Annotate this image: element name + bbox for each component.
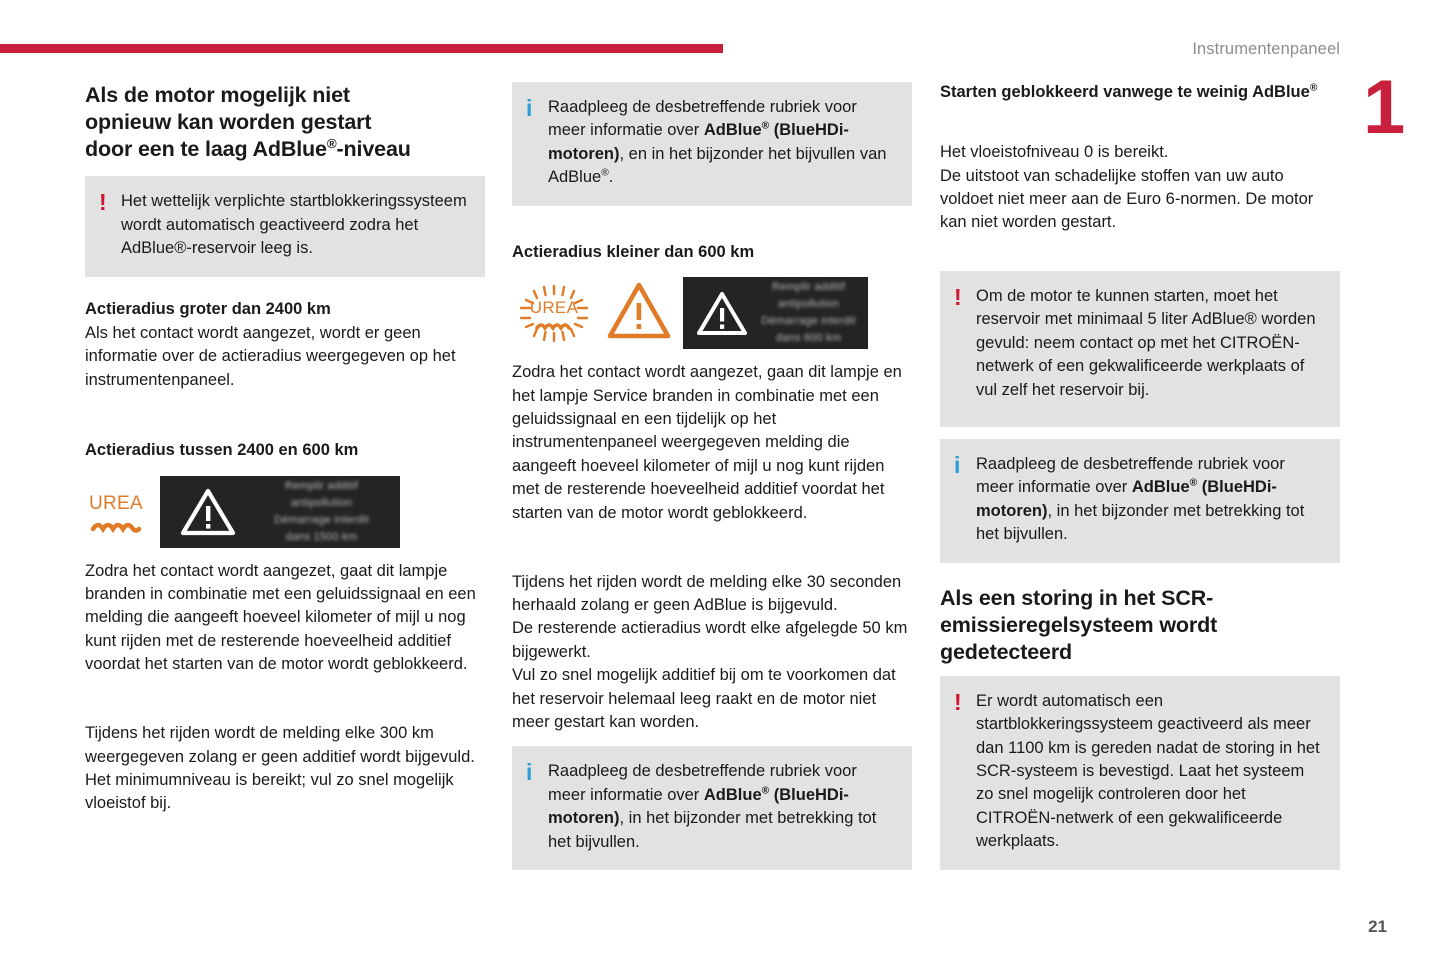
scr-title-line-1: Als een storing in het SCR- [940, 585, 1214, 610]
body-ignition-under-600: Zodra het contact wordt aangezet, gaan d… [512, 363, 902, 522]
figure-range-between: UREA Remplir additif antipollution Déma [85, 475, 485, 548]
info-right-bold-engines: (BlueHDi-motoren) [976, 478, 1277, 520]
display-message-text: Remplir additif antipollution Démarrage … [255, 478, 400, 546]
urea-wave-icon [90, 522, 142, 533]
page-number: 21 [1368, 917, 1387, 936]
body-driving-between-text: Tijdens het rijden wordt de melding elke… [85, 724, 475, 813]
info-icon: i [526, 95, 533, 121]
info-bottom-bold-engines: (BlueHDi-motoren) [548, 785, 849, 828]
page-title: Als de motor mogelijk niet opnieuw kan w… [85, 82, 485, 163]
body-driving-under-600-text: Tijdens het rijden wordt de melding elke… [512, 572, 908, 732]
info-right-part-2: , in het bijzonder met betrekking tot he… [976, 501, 1305, 544]
display-message-line-3: Démarrage interdit [761, 315, 856, 328]
urea-lamp-flashing-label: UREA [529, 298, 579, 318]
warning-callout-refill-text: Om de motor te kunnen starten, moet het … [976, 286, 1316, 399]
registered-mark-icon: ® [326, 136, 337, 151]
info-bottom-bold-adblue: AdBlue [703, 785, 762, 804]
scr-title-line-2: emissieregelsysteem wordt [940, 612, 1218, 637]
display-message-text: Remplir additif antipollution Démarrage … [761, 279, 868, 347]
display-message-line-4: dans 600 km [775, 332, 842, 345]
scr-title-line-3: gedetecteerd [940, 639, 1073, 664]
figure-range-under-600: UREA [512, 277, 912, 350]
display-message-line-1: Remplir additif [771, 281, 846, 294]
info-top-bold-engines: (BlueHDi-motoren) [548, 121, 849, 163]
registered-mark-icon: ® [761, 785, 770, 797]
info-bottom-part-2: , in het bijzonder met betrekking tot he… [548, 809, 877, 851]
display-message-line-1: Remplir additif [284, 479, 359, 492]
warning-callout-scr-fault: ! Er wordt automatisch een startblokkeri… [940, 675, 1340, 870]
info-top-part-1: Raadpleeg de desbetreffende rubriek voor… [548, 98, 857, 140]
info-top-part-2: , en in het bijzonder het bijvullen van … [548, 144, 887, 187]
body-level-zero: Het vloeistofniveau 0 is bereikt. De uit… [940, 118, 1340, 235]
info-top-part-3: . [608, 168, 614, 187]
warning-callout-scr-text: Er wordt automatisch een startblokkering… [976, 691, 1320, 851]
instrument-display-600km: Remplir additif antipollution Démarrage … [683, 277, 868, 350]
page-title-line-3-suffix: -niveau [336, 137, 411, 162]
display-message-line-2: antipollution [777, 298, 840, 311]
section-title-scr-fault: Als een storing in het SCR- emissieregel… [940, 585, 1340, 666]
warning-callout-refill-5l: ! Om de motor te kunnen starten, moet he… [940, 270, 1340, 427]
header-red-rule [0, 44, 723, 53]
body-ignition-between: Zodra het contact wordt aangezet, gaat d… [85, 561, 476, 674]
registered-mark-icon: ® [761, 120, 770, 132]
heading-range-between: Actieradius tussen 2400 en 600 km [85, 441, 359, 460]
display-message-line-3: Démarrage interdit [274, 513, 369, 526]
info-right-bold-adblue: AdBlue [1131, 478, 1190, 497]
column-middle: i Raadpleeg de desbetreffende rubriek vo… [512, 82, 912, 871]
body-driving-between: Tijdens het rijden wordt de melding elke… [85, 699, 485, 816]
registered-mark-icon: ® [1309, 82, 1318, 94]
heading-range-over-2400: Actieradius groter dan 2400 km [85, 299, 331, 318]
page-title-line-3: door een te laag AdBlue [85, 137, 327, 162]
exclamation-icon: ! [99, 189, 107, 216]
exclamation-icon: ! [954, 688, 962, 715]
info-callout-right-text: Raadpleeg de desbetreffende rubriek voor… [976, 453, 1324, 547]
urea-lamp-icon: UREA [85, 489, 147, 535]
info-icon: i [954, 451, 961, 478]
info-callout-adblue-right: i Raadpleeg de desbetreffende rubriek vo… [940, 438, 1340, 563]
display-warning-triangle-icon [683, 290, 761, 337]
orange-warning-triangle-icon [606, 281, 672, 346]
column-right: Starten geblokkeerd vanwege te weinig Ad… [940, 82, 1340, 870]
page-columns: Als de motor mogelijk niet opnieuw kan w… [0, 82, 1445, 912]
info-icon: i [526, 759, 533, 786]
urea-lamp-flashing-icon: UREA [512, 282, 596, 344]
urea-lamp-label: UREA [89, 492, 143, 514]
registered-mark-icon: ® [601, 167, 609, 179]
exclamation-icon: ! [954, 283, 962, 310]
display-message-line-2: antipollution [290, 496, 353, 509]
urea-wave-icon [535, 323, 571, 332]
info-callout-bottom-text: Raadpleeg de desbetreffende rubriek voor… [548, 760, 896, 854]
info-top-bold-adblue: AdBlue [703, 121, 762, 140]
info-callout-adblue-top: i Raadpleeg de desbetreffende rubriek vo… [512, 82, 912, 206]
heading-start-blocked-text: Starten geblokkeerd vanwege te weinig Ad… [940, 83, 1310, 101]
body-level-zero-text: Het vloeistofniveau 0 is bereikt. De uit… [940, 143, 1314, 232]
display-warning-triangle-icon [160, 487, 255, 537]
heading-range-under-600: Actieradius kleiner dan 600 km [512, 242, 755, 261]
info-right-part-1: Raadpleeg de desbetreffende rubriek voor… [976, 454, 1285, 497]
running-head: Instrumentenpaneel [1192, 40, 1340, 58]
registered-mark-icon: ® [1189, 477, 1198, 489]
flash-rays-icon [519, 284, 589, 343]
instrument-display-1500km: Remplir additif antipollution Démarrage … [160, 475, 400, 548]
heading-start-blocked: Starten geblokkeerd vanwege te weinig Ad… [940, 82, 1340, 104]
warning-callout-immobiliser: ! Het wettelijk verplichte startblokkeri… [85, 176, 485, 277]
info-callout-top-text: Raadpleeg de desbetreffende rubriek voor… [548, 96, 896, 190]
body-driving-under-600: Tijdens het rijden wordt de melding elke… [512, 547, 912, 734]
info-bottom-part-1: Raadpleeg de desbetreffende rubriek voor… [548, 762, 857, 804]
info-callout-adblue-bottom: i Raadpleeg de desbetreffende rubriek vo… [512, 746, 912, 871]
page-title-line-2: opnieuw kan worden gestart [85, 110, 372, 135]
page-title-line-1: Als de motor mogelijk niet [85, 83, 350, 107]
warning-callout-text: Het wettelijk verplichte startblokkering… [121, 192, 467, 258]
display-message-line-4: dans 1500 km [285, 530, 358, 543]
body-range-over-2400: Als het contact wordt aangezet, wordt er… [85, 323, 456, 389]
column-left: Als de motor mogelijk niet opnieuw kan w… [85, 82, 485, 816]
